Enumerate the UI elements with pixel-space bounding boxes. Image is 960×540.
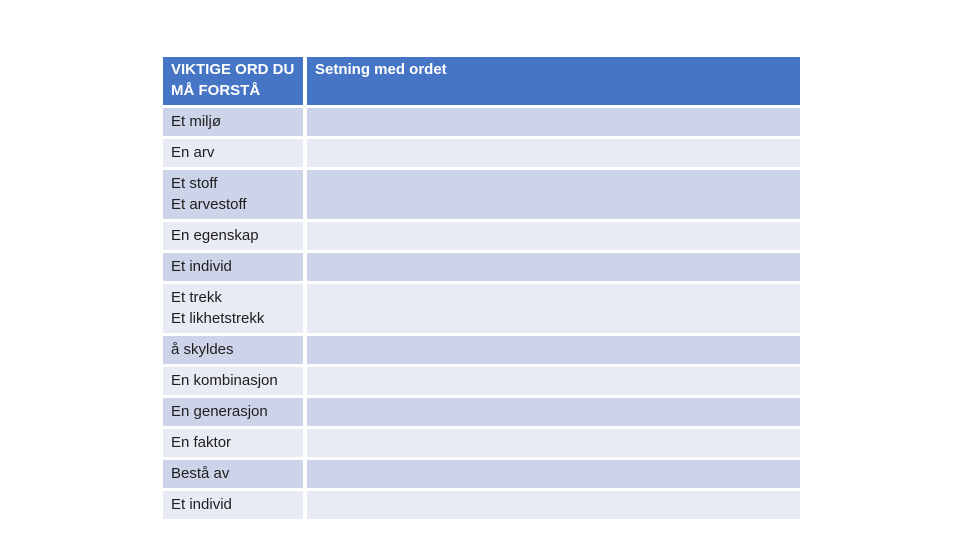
table-row: Bestå av	[163, 460, 800, 488]
word-cell: Et individ	[163, 253, 303, 281]
word-cell: Et miljø	[163, 108, 303, 136]
sentence-cell	[307, 491, 800, 519]
table-row: Et individ	[163, 253, 800, 281]
sentence-cell	[307, 367, 800, 395]
sentence-cell	[307, 108, 800, 136]
word-cell: En arv	[163, 139, 303, 167]
table-row: Et individ	[163, 491, 800, 519]
sentence-cell	[307, 429, 800, 457]
table-row: En egenskap	[163, 222, 800, 250]
table-row: Et trekk Et likhetstrekk	[163, 284, 800, 333]
word-cell: En faktor	[163, 429, 303, 457]
table-row: Et stoff Et arvestoff	[163, 170, 800, 219]
table-header-row: VIKTIGE ORD DU MÅ FORSTÅ Setning med ord…	[163, 57, 800, 105]
sentence-cell	[307, 398, 800, 426]
table-row: En generasjon	[163, 398, 800, 426]
word-cell: Et stoff Et arvestoff	[163, 170, 303, 219]
word-cell: En kombinasjon	[163, 367, 303, 395]
sentence-cell	[307, 284, 800, 333]
table-row: En kombinasjon	[163, 367, 800, 395]
table-row: Et miljø	[163, 108, 800, 136]
sentence-cell	[307, 222, 800, 250]
word-cell: Et individ	[163, 491, 303, 519]
word-cell: Et trekk Et likhetstrekk	[163, 284, 303, 333]
word-cell: å skyldes	[163, 336, 303, 364]
word-cell: En egenskap	[163, 222, 303, 250]
sentence-cell	[307, 253, 800, 281]
sentence-cell	[307, 460, 800, 488]
table-row: En faktor	[163, 429, 800, 457]
vocabulary-table: VIKTIGE ORD DU MÅ FORSTÅ Setning med ord…	[163, 57, 800, 519]
sentence-cell	[307, 336, 800, 364]
table-row: å skyldes	[163, 336, 800, 364]
word-cell: Bestå av	[163, 460, 303, 488]
header-cell-sentence: Setning med ordet	[307, 57, 800, 105]
sentence-cell	[307, 139, 800, 167]
sentence-cell	[307, 170, 800, 219]
word-cell: En generasjon	[163, 398, 303, 426]
table-row: En arv	[163, 139, 800, 167]
header-cell-words: VIKTIGE ORD DU MÅ FORSTÅ	[163, 57, 303, 105]
